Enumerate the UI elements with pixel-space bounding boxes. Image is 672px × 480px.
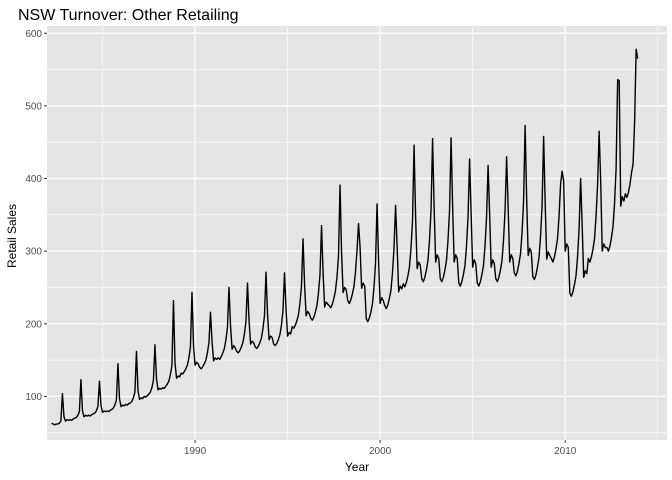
- grid-minor: [47, 26, 667, 440]
- plot-panel: [47, 26, 667, 440]
- y-tick-label: 600: [25, 29, 42, 40]
- x-tick-label: 2000: [369, 446, 392, 457]
- chart-title: NSW Turnover: Other Retailing: [18, 7, 239, 24]
- y-axis-title: Retail Sales: [5, 204, 19, 268]
- y-tick-label: 300: [25, 247, 42, 258]
- y-tick-label: 500: [25, 101, 42, 112]
- series-line: [51, 48, 639, 426]
- x-axis-title: Year: [345, 460, 369, 474]
- y-tick-label: 100: [25, 392, 42, 403]
- y-tick-label: 400: [25, 174, 42, 185]
- y-tick-label: 200: [25, 319, 42, 330]
- x-tick-label: 1990: [184, 446, 207, 457]
- x-axis: 1990 2000 2010: [184, 440, 577, 457]
- x-tick-label: 2010: [554, 446, 577, 457]
- y-axis: 100 200 300 400 500 600: [25, 29, 47, 403]
